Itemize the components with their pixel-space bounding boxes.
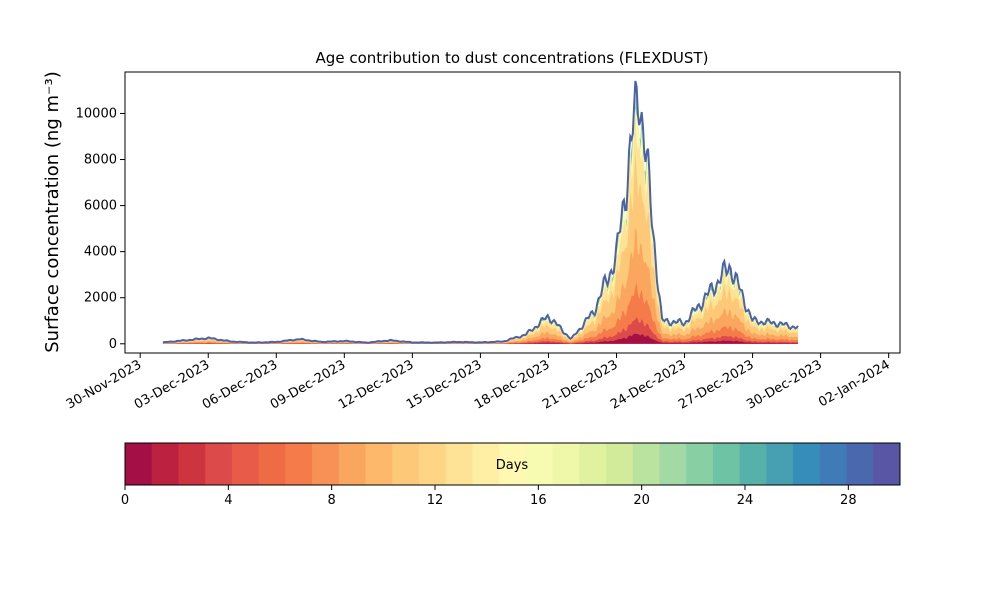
colorbar-swatch bbox=[606, 443, 634, 485]
colorbar-tick-label: 20 bbox=[633, 493, 650, 508]
colorbar bbox=[125, 443, 901, 485]
colorbar-tick-label: 4 bbox=[224, 493, 232, 508]
plot-frame bbox=[124, 71, 901, 354]
colorbar-tick-label: 16 bbox=[530, 493, 547, 508]
y-tick-label: 6000 bbox=[84, 199, 117, 214]
colorbar-swatch bbox=[418, 443, 447, 485]
x-tick-label: 12-Dec-2023 bbox=[336, 357, 416, 412]
colorbar-swatch bbox=[819, 443, 848, 485]
colorbar-tick-label: 28 bbox=[840, 493, 857, 508]
colorbar-swatch bbox=[178, 443, 206, 485]
colorbar-swatch bbox=[258, 443, 286, 485]
colorbar-swatch bbox=[285, 443, 313, 485]
colorbar-swatch bbox=[125, 443, 153, 485]
colorbar-tick-label: 0 bbox=[121, 493, 129, 508]
x-tick-label: 02-Jan-2024 bbox=[816, 357, 893, 410]
colorbar-tick-label: 24 bbox=[737, 493, 754, 508]
x-tick-label: 27-Dec-2023 bbox=[676, 357, 756, 412]
chart-title: Age contribution to dust concentrations … bbox=[316, 49, 709, 67]
y-axis-label: Surface concentration (ng m⁻³) bbox=[42, 71, 63, 353]
colorbar-swatch bbox=[686, 443, 714, 485]
colorbar-swatch bbox=[205, 443, 233, 485]
age-band-area bbox=[162, 333, 798, 344]
colorbar-swatch bbox=[712, 443, 741, 485]
x-tick-label: 15-Dec-2023 bbox=[404, 357, 484, 412]
y-axis: 0 2000 4000 6000 8000 10000 bbox=[76, 106, 125, 352]
x-tick-label: 09-Dec-2023 bbox=[268, 357, 348, 412]
colorbar-tick-label: 8 bbox=[328, 493, 336, 508]
colorbar-swatch bbox=[151, 443, 179, 485]
colorbar-label: Days bbox=[496, 458, 529, 473]
colorbar-ticks: 0 4 8 12 16 20 24 28 bbox=[121, 485, 857, 508]
y-tick-label: 8000 bbox=[84, 153, 117, 168]
total-concentration-line bbox=[162, 80, 799, 344]
colorbar-swatch bbox=[659, 443, 687, 485]
colorbar-swatch bbox=[231, 443, 260, 485]
x-tick-label: 30-Nov-2023 bbox=[64, 357, 144, 412]
colorbar-swatch bbox=[525, 443, 554, 485]
y-tick-label: 2000 bbox=[84, 291, 117, 306]
colorbar-swatch bbox=[499, 443, 527, 485]
x-tick-label: 24-Dec-2023 bbox=[608, 357, 688, 412]
y-tick-label: 0 bbox=[109, 337, 117, 352]
plot-area bbox=[162, 80, 799, 344]
x-tick-label: 18-Dec-2023 bbox=[472, 357, 552, 412]
x-tick-label: 30-Dec-2023 bbox=[744, 357, 824, 412]
colorbar-tick-label: 12 bbox=[427, 493, 444, 508]
x-tick-label: 03-Dec-2023 bbox=[132, 357, 212, 412]
colorbar-swatch bbox=[365, 443, 393, 485]
x-axis: 30-Nov-202303-Dec-202306-Dec-202309-Dec-… bbox=[64, 353, 893, 413]
x-tick-label: 21-Dec-2023 bbox=[540, 357, 620, 412]
colorbar-swatch bbox=[312, 443, 340, 485]
colorbar-swatch bbox=[552, 443, 580, 485]
colorbar-swatch bbox=[472, 443, 500, 485]
colorbar-swatch bbox=[766, 443, 794, 485]
colorbar-swatch bbox=[338, 443, 367, 485]
colorbar-swatch bbox=[632, 443, 660, 485]
colorbar-swatch bbox=[846, 443, 874, 485]
colorbar-swatch bbox=[579, 443, 607, 485]
colorbar-swatch bbox=[392, 443, 420, 485]
y-tick-label: 10000 bbox=[76, 106, 117, 121]
y-tick-label: 4000 bbox=[84, 245, 117, 260]
age-contribution-fills bbox=[162, 87, 798, 344]
colorbar-swatch bbox=[873, 443, 901, 485]
colorbar-swatch bbox=[793, 443, 821, 485]
x-tick-label: 06-Dec-2023 bbox=[200, 357, 280, 412]
colorbar-frame bbox=[124, 442, 901, 486]
colorbar-swatch bbox=[739, 443, 767, 485]
colorbar-swatch bbox=[445, 443, 473, 485]
